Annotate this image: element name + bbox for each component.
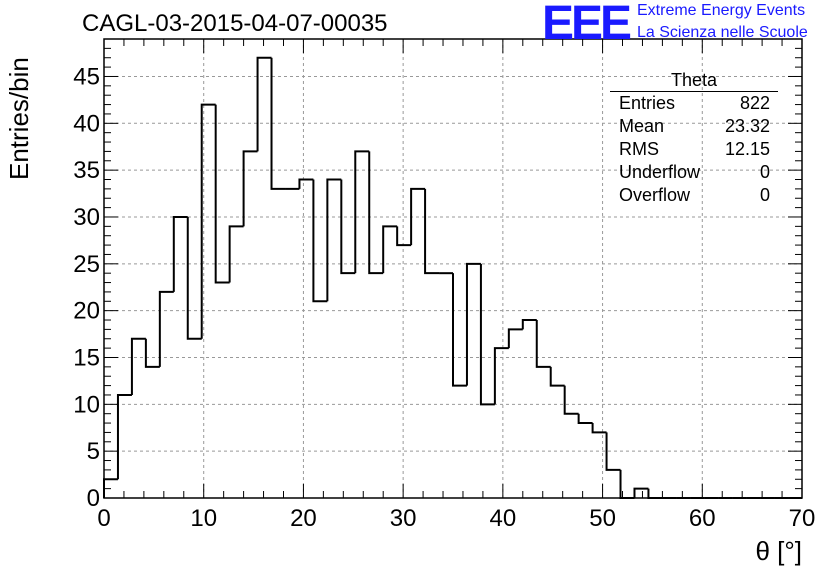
y-tick-label: 40 xyxy=(73,110,100,137)
stats-value: 23.32 xyxy=(724,116,770,136)
x-tick-label: 40 xyxy=(490,505,517,532)
histogram-bin xyxy=(214,104,230,284)
histogram-bin xyxy=(633,487,649,498)
histogram-bin xyxy=(354,150,370,274)
histogram-bin xyxy=(479,263,495,406)
stats-box: Theta Entries 822 Mean 23.32 RMS 12.15 U… xyxy=(610,70,778,207)
histogram-bin xyxy=(396,226,412,247)
histogram-bin xyxy=(507,328,523,349)
histogram-bin xyxy=(340,179,356,275)
stats-row-mean: Mean 23.32 xyxy=(610,115,778,138)
y-tick-label: 0 xyxy=(87,485,100,512)
logo-tagline-1: Extreme Energy Events xyxy=(637,2,806,19)
histogram-bin xyxy=(172,215,188,292)
histogram-bin xyxy=(577,413,593,425)
chart-title: CAGL-03-2015-04-07-00035 xyxy=(82,10,388,37)
y-tick-label: 20 xyxy=(73,298,100,325)
histogram-bin xyxy=(200,103,216,339)
x-tick-label: 10 xyxy=(190,505,217,532)
histogram-bin xyxy=(298,178,314,189)
histogram-bin xyxy=(410,187,426,246)
y-tick-label: 15 xyxy=(73,344,100,371)
y-tick-label: 30 xyxy=(73,204,100,231)
histogram-bin xyxy=(591,423,607,434)
histogram-bin xyxy=(424,188,440,275)
x-tick-label: 50 xyxy=(589,505,616,532)
histogram-bin xyxy=(158,290,174,367)
histogram-bin xyxy=(549,366,565,387)
histogram-bin xyxy=(312,179,328,303)
stats-row-overflow: Overflow 0 xyxy=(610,184,778,207)
histogram-bin xyxy=(452,273,467,387)
histogram-bin xyxy=(116,393,132,480)
histogram-bin xyxy=(465,262,481,386)
histogram-bin xyxy=(326,178,342,302)
y-tick-label: 5 xyxy=(87,438,100,465)
x-tick-label: 0 xyxy=(97,505,110,532)
eee-logo: EEE xyxy=(542,0,632,50)
histogram-bin xyxy=(144,338,160,368)
axis-ticks xyxy=(103,38,803,499)
stats-value: 822 xyxy=(739,93,770,113)
stats-label: Overflow xyxy=(619,185,691,205)
histogram-bin xyxy=(605,432,621,471)
stats-row-entries: Entries 822 xyxy=(610,92,778,115)
stats-row-rms: RMS 12.15 xyxy=(610,138,778,161)
histogram-bin xyxy=(368,151,384,275)
stats-value: 0 xyxy=(759,162,770,182)
x-tick-label: 70 xyxy=(789,505,816,532)
stats-label: Underflow xyxy=(619,162,701,182)
histogram-bin xyxy=(130,337,146,395)
histogram-bin xyxy=(647,488,663,499)
stats-title: Theta xyxy=(610,70,778,92)
stats-label: Entries xyxy=(619,93,676,113)
x-tick-label: 60 xyxy=(689,505,716,532)
histogram-bin xyxy=(521,319,537,330)
x-tick-label: 20 xyxy=(290,505,317,532)
y-tick-label: 10 xyxy=(73,391,100,418)
y-axis-label: Entries/bin xyxy=(4,57,34,180)
histogram-series xyxy=(103,56,802,499)
y-tick-label: 45 xyxy=(73,63,100,90)
histogram-bin xyxy=(270,57,286,190)
histogram-bin xyxy=(256,56,272,152)
x-tick-label: 30 xyxy=(390,505,417,532)
stats-label: RMS xyxy=(619,139,659,159)
histogram-bin xyxy=(228,225,244,283)
y-tick-label: 35 xyxy=(73,157,100,184)
stats-value: 12.15 xyxy=(724,139,770,159)
plot-frame xyxy=(103,38,803,499)
logo-tagline-2: La Scienza nelle Scuole xyxy=(637,24,808,41)
x-axis-label: θ [°] xyxy=(755,536,802,566)
histogram-bin xyxy=(493,347,509,405)
histogram-bin xyxy=(382,225,398,274)
histogram-bin xyxy=(186,216,202,340)
stats-value: 0 xyxy=(759,185,770,205)
tick-labels: 0 10 20 30 40 50 60 70 0 5 10 15 20 25 30 35 40 45 xyxy=(73,63,815,532)
histogram-bin xyxy=(563,385,579,415)
stats-label: Mean xyxy=(619,116,665,136)
histogram-bin xyxy=(242,150,258,227)
histogram-bin xyxy=(535,320,551,368)
stats-row-underflow: Underflow 0 xyxy=(610,161,778,184)
plot-border xyxy=(103,38,803,499)
y-tick-label: 25 xyxy=(73,251,100,278)
